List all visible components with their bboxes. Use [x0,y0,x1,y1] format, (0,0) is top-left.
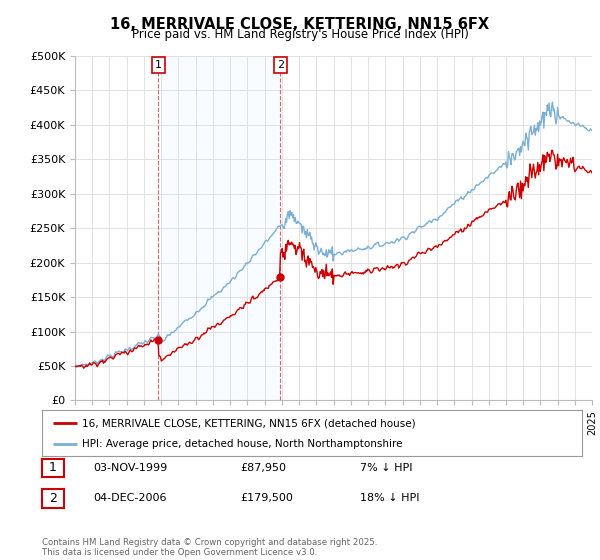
Text: 7% ↓ HPI: 7% ↓ HPI [360,463,413,473]
Text: 16, MERRIVALE CLOSE, KETTERING, NN15 6FX: 16, MERRIVALE CLOSE, KETTERING, NN15 6FX [110,17,490,32]
Text: 1: 1 [155,60,162,70]
Text: £179,500: £179,500 [240,493,293,503]
Text: 16, MERRIVALE CLOSE, KETTERING, NN15 6FX (detached house): 16, MERRIVALE CLOSE, KETTERING, NN15 6FX… [83,418,416,428]
Text: 2: 2 [277,60,284,70]
Text: HPI: Average price, detached house, North Northamptonshire: HPI: Average price, detached house, Nort… [83,438,403,449]
Text: Price paid vs. HM Land Registry's House Price Index (HPI): Price paid vs. HM Land Registry's House … [131,28,469,41]
Text: 04-DEC-2006: 04-DEC-2006 [93,493,167,503]
Text: 18% ↓ HPI: 18% ↓ HPI [360,493,419,503]
Bar [158,56,280,400]
Text: 2: 2 [49,492,57,505]
Text: 1: 1 [49,461,57,474]
Text: £87,950: £87,950 [240,463,286,473]
Text: 03-NOV-1999: 03-NOV-1999 [93,463,167,473]
Text: Contains HM Land Registry data © Crown copyright and database right 2025.
This d: Contains HM Land Registry data © Crown c… [42,538,377,557]
